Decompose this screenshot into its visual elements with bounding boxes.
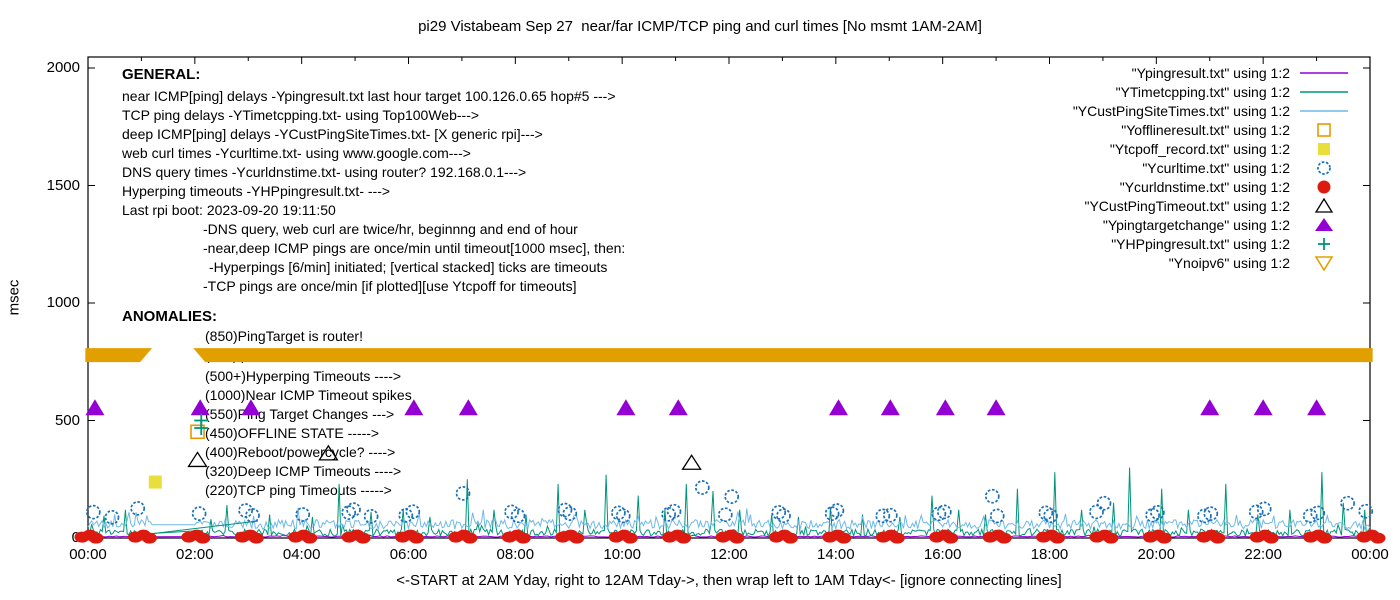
x-tick-label: 12:00 [710, 546, 748, 563]
annotation-line: web curl times -Ycurltime.txt- using www… [122, 145, 471, 161]
annotation-line: (450)OFFLINE STATE -----> [205, 425, 380, 441]
line-icon [1296, 65, 1352, 81]
x-tick-label: 18:00 [1030, 546, 1069, 563]
y-tick-label: 0 [71, 529, 80, 546]
x-tick-label: 08:00 [496, 546, 535, 563]
legend-item: "Ypingtargetchange" using 1:2 [1073, 215, 1352, 234]
triangle-down-open-icon [1296, 255, 1352, 271]
annotation-line: (220)TCP ping Timeouts -----> [205, 482, 392, 498]
annotation-line: deep ICMP[ping] delays -YCustPingSiteTim… [122, 126, 543, 142]
circle-open-icon [1296, 160, 1352, 176]
x-tick-label: 10:00 [603, 546, 641, 563]
legend-label: "Ycurldnstime.txt" using 1:2 [1119, 178, 1290, 195]
legend-item: "Ytcpoff_record.txt" using 1:2 [1073, 139, 1352, 158]
annotation-line: near ICMP[ping] delays -Ypingresult.txt … [122, 88, 616, 104]
x-tick-label: 00:00 [69, 546, 107, 563]
legend-item: "Ycurltime.txt" using 1:2 [1073, 158, 1352, 177]
legend-label: "YTimetcpping.txt" using 1:2 [1115, 83, 1290, 100]
legend-item: "Ynoipv6" using 1:2 [1073, 253, 1352, 272]
legend-item: "YCustPingTimeout.txt" using 1:2 [1073, 196, 1352, 215]
annotation-line: (320)Deep ICMP Timeouts ----> [205, 463, 402, 479]
x-tick-label: 14:00 [817, 546, 855, 563]
square-open-icon [1296, 122, 1352, 138]
annotation-line: TCP ping delays -YTimetcpping.txt- using… [122, 107, 480, 123]
series-Ycurldnstime.txt [74, 529, 1386, 544]
legend-label: "Ynoipv6" using 1:2 [1168, 254, 1290, 271]
y-tick-label: 2000 [46, 59, 80, 76]
annotation-line: Last rpi boot: 2023-09-20 19:11:50 [122, 202, 336, 218]
series-Ypingresult.txt [87, 534, 1371, 538]
annotation-header: GENERAL: [122, 66, 201, 83]
legend-label: "Ypingtargetchange" using 1:2 [1102, 216, 1290, 233]
triangle-filled-icon [1296, 217, 1352, 233]
y-tick-label: 1500 [46, 176, 80, 194]
annotation-line: (500+)Hyperping Timeouts ----> [205, 368, 402, 384]
chart-title: pi29 Vistabeam Sep 27 near/far ICMP/TCP … [418, 18, 982, 35]
legend-item: "YHPpingresult.txt" using 1:2 [1073, 234, 1352, 253]
plus-icon [1296, 236, 1352, 252]
series-Ytcpoff_record.txt [148, 475, 162, 489]
legend-label: "Ypingresult.txt" using 1:2 [1131, 64, 1290, 81]
annotation-line: -TCP pings are once/min [if plotted][use… [203, 278, 577, 294]
legend-item: "Ypingresult.txt" using 1:2 [1073, 63, 1352, 82]
annotation-line: (550)Ping Target Changes ---> [205, 406, 395, 422]
square-filled-icon [1296, 141, 1352, 157]
x-tick-label: 06:00 [389, 546, 428, 563]
annotation-line: Hyperping timeouts -YHPpingresult.txt- -… [122, 183, 391, 199]
annotation-line: DNS query times -Ycurldnstime.txt- using… [122, 164, 527, 180]
x-axis-caption: <-START at 2AM Yday, right to 12AM Tday-… [396, 572, 1062, 589]
x-tick-label: 04:00 [282, 546, 321, 563]
line-icon [1296, 103, 1352, 119]
annotation-line: (850)PingTarget is router! [205, 328, 363, 344]
legend-label: "Ytcpoff_record.txt" using 1:2 [1109, 140, 1290, 157]
x-tick-label: 22:00 [1244, 546, 1282, 563]
legend-item: "YCustPingSiteTimes.txt" using 1:2 [1073, 101, 1352, 120]
y-tick-label: 1000 [46, 294, 80, 311]
annotation-line: (775)ipv6 failed ----> [205, 347, 332, 363]
legend-label: "YHPpingresult.txt" using 1:2 [1111, 235, 1290, 252]
x-tick-label: 02:00 [176, 546, 214, 563]
legend-label: "Yofflineresult.txt" using 1:2 [1121, 121, 1290, 138]
legend-label: "Ycurltime.txt" using 1:2 [1142, 159, 1290, 176]
triangle-open-icon [1296, 197, 1352, 214]
legend-label: "YCustPingSiteTimes.txt" using 1:2 [1072, 102, 1290, 119]
annotation-line: -near,deep ICMP pings are once/min until… [203, 240, 626, 256]
y-tick-label: 500 [54, 411, 80, 429]
connector-line [139, 520, 258, 536]
x-tick-label: 16:00 [923, 546, 962, 563]
series-Yofflineresult.txt [190, 424, 205, 440]
annotation-header: ANOMALIES: [122, 308, 217, 325]
legend: "Ypingresult.txt" using 1:2 "YTimetcpping… [1073, 63, 1352, 272]
circle-filled-icon [1296, 179, 1352, 195]
x-tick-label: 00:00 [1351, 546, 1389, 563]
annotation-line: (1000)Near ICMP Timeout spikes [205, 387, 412, 403]
x-tick-label: 20:00 [1137, 546, 1176, 563]
annotation-line: -DNS query, web curl are twice/hr, begin… [203, 221, 578, 237]
legend-label: "YCustPingTimeout.txt" using 1:2 [1084, 197, 1290, 214]
series-YCustPingSiteTimes.txt [87, 507, 1371, 531]
annotation-line: -Hyperpings [6/min] initiated; [vertical… [209, 259, 608, 275]
legend-item: "YTimetcpping.txt" using 1:2 [1073, 82, 1352, 101]
annotation-line: (400)Reboot/powercycle? ----> [205, 444, 396, 460]
line-icon [1296, 84, 1352, 100]
legend-item: "Ycurldnstime.txt" using 1:2 [1073, 177, 1352, 196]
legend-item: "Yofflineresult.txt" using 1:2 [1073, 120, 1352, 139]
